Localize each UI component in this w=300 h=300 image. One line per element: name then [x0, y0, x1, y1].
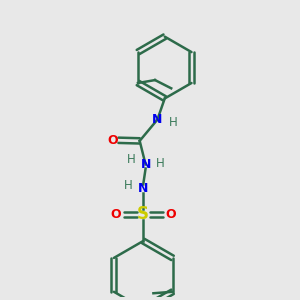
Text: N: N: [138, 182, 148, 195]
Text: N: N: [152, 113, 163, 126]
Text: H: H: [124, 179, 133, 192]
Text: H: H: [127, 153, 135, 166]
Text: O: O: [165, 208, 175, 221]
Text: O: O: [107, 134, 118, 147]
Text: N: N: [140, 158, 151, 171]
Text: S: S: [137, 206, 149, 224]
Text: H: H: [156, 157, 165, 170]
Text: H: H: [169, 116, 178, 128]
Text: O: O: [111, 208, 122, 221]
